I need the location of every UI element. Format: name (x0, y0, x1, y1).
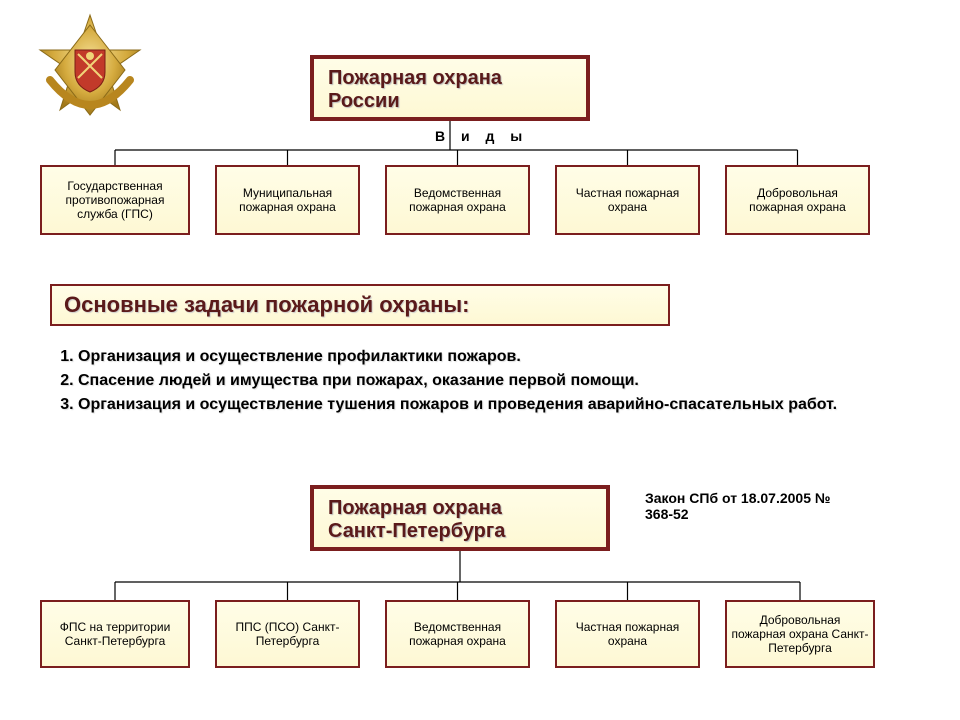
top-child-box: Частная пожарная охрана (555, 165, 700, 235)
law-line1: Закон СПб от 18.07.2005 № (645, 490, 831, 506)
bottom-child-box: Добровольная пожарная охрана Санкт-Петер… (725, 600, 875, 668)
bottom-header-line1: Пожарная охрана (328, 497, 592, 520)
top-child-text: Государственная противопожарная служба (… (46, 179, 184, 221)
top-child-box: Добровольная пожарная охрана (725, 165, 870, 235)
top-header-line1: Пожарная охрана (328, 67, 572, 90)
bottom-child-box: ФПС на территории Санкт-Петербурга (40, 600, 190, 668)
top-child-text: Добровольная пожарная охрана (731, 186, 864, 214)
law-line2: 368-52 (645, 506, 831, 522)
top-child-text: Частная пожарная охрана (561, 186, 694, 214)
top-header-line2: России (328, 90, 572, 113)
top-child-text: Ведомственная пожарная охрана (391, 186, 524, 214)
task-item: Организация и осуществление тушения пожа… (78, 393, 918, 417)
bottom-child-text: Добровольная пожарная охрана Санкт-Петер… (731, 613, 869, 655)
task-item: Организация и осуществление профилактики… (78, 345, 918, 369)
top-child-box: Муниципальная пожарная охрана (215, 165, 360, 235)
bottom-header-box: Пожарная охрана Санкт-Петербурга (310, 485, 610, 551)
tasks-list: Организация и осуществление профилактики… (38, 345, 918, 417)
bottom-child-box: Частная пожарная охрана (555, 600, 700, 668)
bottom-child-text: Ведомственная пожарная охрана (391, 620, 524, 648)
top-child-text: Муниципальная пожарная охрана (221, 186, 354, 214)
bottom-child-box: ППС (ПСО) Санкт-Петербурга (215, 600, 360, 668)
top-child-box: Ведомственная пожарная охрана (385, 165, 530, 235)
bottom-child-text: Частная пожарная охрана (561, 620, 694, 648)
emblem-badge (30, 10, 150, 130)
top-child-box: Государственная противопожарная служба (… (40, 165, 190, 235)
tasks-header-box: Основные задачи пожарной охраны: (50, 284, 670, 326)
top-header-box: Пожарная охрана России (310, 55, 590, 121)
law-reference: Закон СПб от 18.07.2005 № 368-52 (645, 490, 831, 522)
bottom-child-text: ФПС на территории Санкт-Петербурга (46, 620, 184, 648)
tasks-header-text: Основные задачи пожарной охраны: (64, 292, 470, 317)
task-item: Спасение людей и имущества при пожарах, … (78, 369, 918, 393)
bottom-header-line2: Санкт-Петербурга (328, 520, 592, 543)
types-label: В и д ы (435, 128, 528, 144)
bottom-child-box: Ведомственная пожарная охрана (385, 600, 530, 668)
bottom-child-text: ППС (ПСО) Санкт-Петербурга (221, 620, 354, 648)
